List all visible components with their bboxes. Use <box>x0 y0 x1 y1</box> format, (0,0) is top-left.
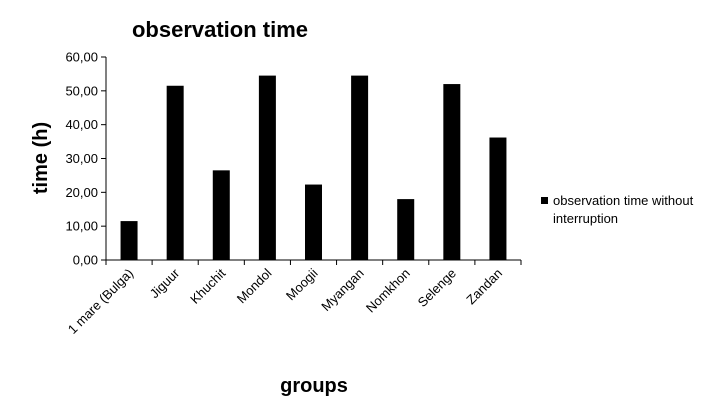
bar <box>351 75 369 260</box>
legend-swatch <box>541 197 548 204</box>
bar <box>212 170 230 260</box>
y-tick-label: 10,00 <box>65 219 98 234</box>
y-tick-label: 60,00 <box>65 50 98 65</box>
x-tick-label: Khuchit <box>187 265 229 307</box>
legend-label-line-2: interruption <box>553 211 618 226</box>
y-axis-ticks: 0,00 10,00 20,00 30,00 40,00 50,00 60,00 <box>65 50 106 268</box>
x-tick-label: Selenge <box>415 266 459 310</box>
y-tick-label: 30,00 <box>65 151 98 166</box>
x-tick-label: Nomkhon <box>363 266 413 316</box>
x-tick-label: Moogii <box>283 265 321 303</box>
bar <box>166 85 184 260</box>
y-tick-label: 40,00 <box>65 117 98 132</box>
x-tick-label: Mondol <box>234 265 275 306</box>
x-tick-label: Zandan <box>463 266 505 308</box>
bar <box>258 75 276 260</box>
bar <box>489 137 507 260</box>
x-tick-label: 1 mare (Bulga) <box>65 266 136 337</box>
x-axis-title: groups <box>280 375 348 397</box>
bar-series <box>120 75 507 260</box>
y-tick-label: 20,00 <box>65 185 98 200</box>
x-tick-label: Myangan <box>318 266 366 314</box>
bar <box>305 184 322 260</box>
bar <box>397 199 415 260</box>
y-tick-label: 50,00 <box>65 83 98 98</box>
legend-label-line-1: observation time without <box>553 193 694 208</box>
bar <box>120 221 138 260</box>
y-axis-title: time (h) <box>30 122 52 194</box>
chart-title: observation time <box>132 17 308 42</box>
legend-label: observation time without interruption <box>553 193 697 226</box>
x-axis-ticks: 1 mare (Bulga) Jiguur Khuchit Mondol MoogiiM… <box>65 260 522 337</box>
x-tick-label: Jiguur <box>147 265 183 301</box>
bar <box>443 84 461 260</box>
y-tick-label: 0,00 <box>73 253 98 268</box>
